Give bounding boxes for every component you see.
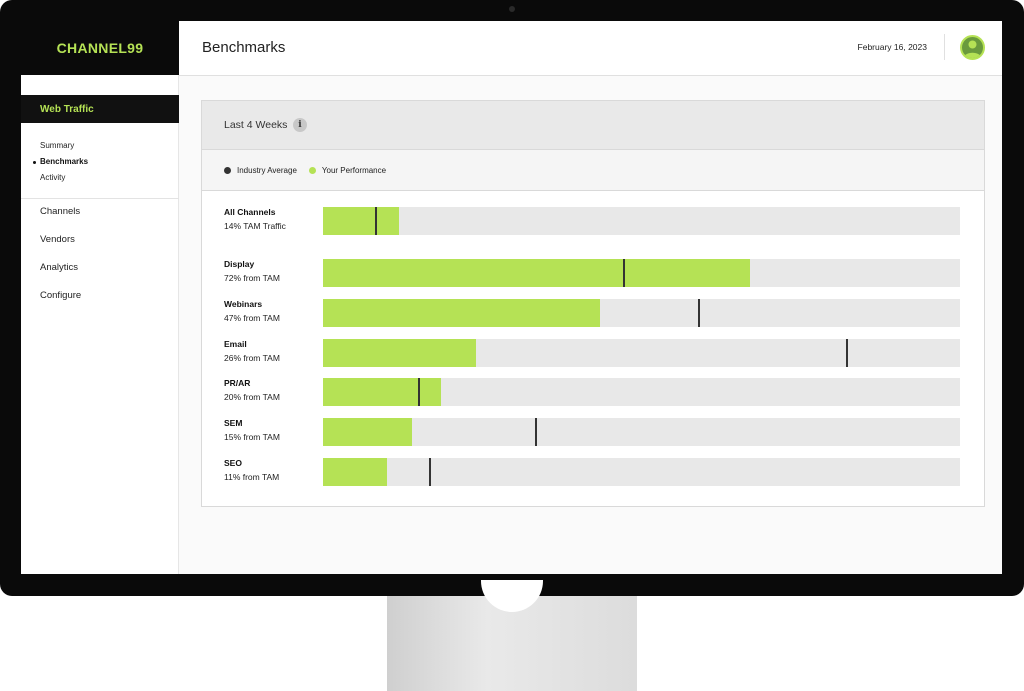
industry-average-marker (622, 259, 625, 287)
page-title: Benchmarks (202, 39, 286, 56)
legend-item-your-performance: Your Performance (308, 165, 387, 175)
sidebar-section-web-traffic[interactable]: Web Traffic (21, 95, 179, 123)
bar-track (323, 259, 960, 287)
bar-track (323, 378, 960, 406)
benchmark-rows: All Channels 14% TAM Traffic Display 72% fr… (202, 191, 984, 507)
sidebar-item-channels[interactable]: Channels (40, 206, 81, 217)
app-screen: CHANNEL99 Web Traffic Summary Benchmarks… (21, 21, 1002, 574)
sidebar-nav: Channels Vendors Analytics Configure (40, 204, 81, 316)
performance-bar[interactable] (323, 418, 413, 446)
sidebar-section-label: Web Traffic (40, 103, 94, 115)
row-channel-name: PR/AR (224, 378, 251, 388)
subnav-item-summary[interactable]: Summary (40, 141, 75, 150)
benchmark-row: SEO 11% from TAM (202, 458, 984, 486)
header-date: February 16, 2023 (857, 42, 927, 52)
industry-average-marker (417, 378, 420, 406)
brand-logo[interactable]: CHANNEL99 (21, 21, 179, 75)
chart-legend: Industry Average Your Performance (202, 150, 984, 191)
legend-dot-your-performance (308, 166, 316, 174)
bar-track (323, 339, 960, 367)
performance-bar[interactable] (323, 378, 441, 406)
row-tam-label: 26% from TAM (224, 353, 280, 363)
sidebar-item-vendors[interactable]: Vendors (40, 234, 75, 245)
benchmark-row: Display 72% from TAM (202, 259, 984, 287)
benchmark-row: Webinars 47% from TAM (202, 299, 984, 327)
row-channel-name: SEO (224, 458, 242, 468)
row-channel-name: Webinars (224, 299, 263, 309)
page-header: Benchmarks February 16, 2023 (179, 21, 1002, 76)
sidebar-subnav: Summary Benchmarks Activity (32, 138, 88, 186)
benchmark-row: All Channels 14% TAM Traffic (202, 207, 984, 235)
industry-average-marker (429, 458, 432, 486)
user-icon (964, 40, 981, 58)
subnav-item-activity[interactable]: Activity (40, 173, 66, 182)
row-tam-label: 47% from TAM (224, 313, 280, 323)
card-header: Last 4 Weeks i (202, 101, 984, 150)
industry-average-marker (535, 418, 538, 446)
performance-bar[interactable] (323, 299, 601, 327)
benchmark-row: PR/AR 20% from TAM (202, 378, 984, 406)
row-channel-name: SEM (224, 418, 243, 428)
camera-dot (509, 6, 515, 12)
brand-name: CHANNEL99 (56, 40, 144, 56)
industry-average-marker (845, 339, 848, 367)
legend-label-industry-average: Industry Average (237, 165, 297, 175)
subnav-item-benchmarks[interactable]: Benchmarks (32, 154, 88, 170)
bar-track (323, 299, 960, 327)
benchmark-row: Email 26% from TAM (202, 339, 984, 367)
performance-bar[interactable] (323, 339, 476, 367)
industry-average-marker (374, 207, 377, 235)
benchmark-row: SEM 15% from TAM (202, 418, 984, 446)
bar-track (323, 207, 960, 235)
legend-item-industry-average: Industry Average (224, 166, 297, 175)
performance-bar[interactable] (323, 207, 400, 235)
sidebar-item-configure[interactable]: Configure (40, 290, 82, 301)
bar-track (323, 458, 960, 486)
info-icon[interactable]: i (293, 118, 307, 132)
row-channel-name: Display (224, 259, 255, 269)
row-channel-name: Email (224, 339, 247, 349)
row-tam-label: 15% from TAM (224, 432, 280, 442)
row-channel-name: All Channels (224, 207, 276, 217)
sidebar-divider (21, 198, 179, 199)
sidebar: CHANNEL99 Web Traffic Summary Benchmarks… (21, 21, 179, 574)
header-divider (944, 34, 945, 60)
monitor-frame: CHANNEL99 Web Traffic Summary Benchmarks… (0, 0, 1024, 596)
legend-label-your-performance: Your Performance (321, 165, 387, 175)
performance-bar[interactable] (323, 458, 387, 486)
period-label: Last 4 Weeks (224, 119, 288, 131)
row-tam-label: 72% from TAM (224, 273, 280, 283)
row-tam-label: 14% TAM Traffic (224, 221, 286, 231)
industry-average-marker (697, 299, 700, 327)
performance-bar[interactable] (323, 259, 750, 287)
legend-dot-industry-average (224, 166, 231, 174)
row-tam-label: 11% from TAM (224, 472, 280, 482)
user-avatar[interactable] (960, 35, 985, 60)
row-tam-label: 20% from TAM (224, 392, 280, 402)
bar-track (323, 418, 960, 446)
sidebar-item-analytics[interactable]: Analytics (40, 262, 79, 273)
benchmarks-card: Last 4 Weeks i Industry Average Your Per… (201, 100, 985, 507)
